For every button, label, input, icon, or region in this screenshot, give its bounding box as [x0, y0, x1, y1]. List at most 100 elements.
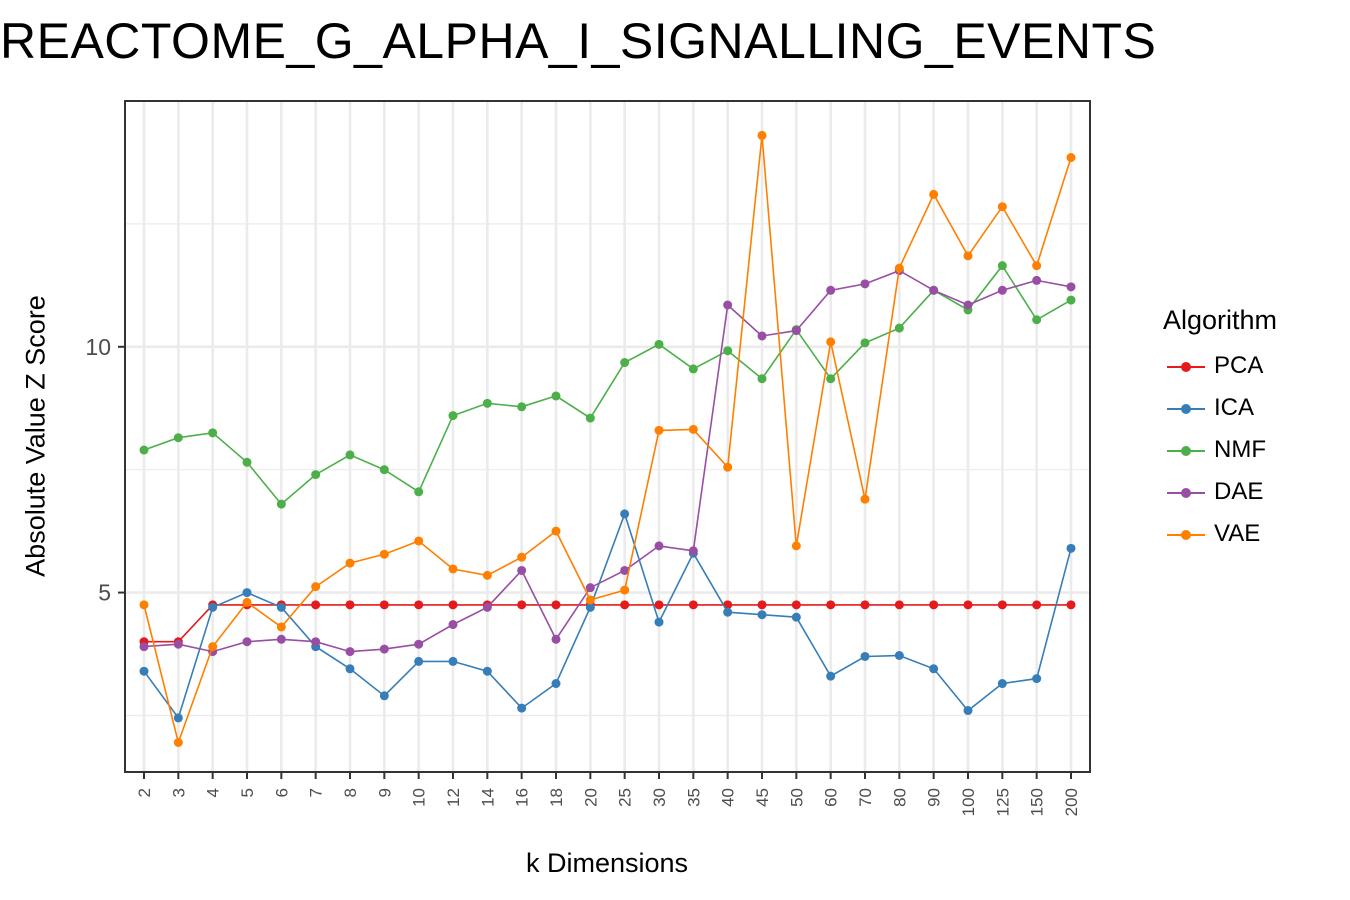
x-tick-label: 80 [890, 788, 909, 807]
data-point-nmf [757, 374, 767, 384]
data-point-dae [585, 583, 595, 593]
x-tick-label: 90 [925, 788, 944, 807]
data-point-vae [551, 526, 561, 536]
data-point-pca [860, 600, 870, 610]
x-tick-label: 8 [341, 788, 360, 797]
data-point-pca [757, 600, 767, 610]
data-point-dae [757, 331, 767, 341]
legend-item-nmf: NMF [1163, 430, 1277, 472]
data-point-dae [345, 647, 355, 657]
data-point-dae [173, 639, 183, 649]
data-point-ica [139, 666, 149, 676]
x-tick-label: 200 [1062, 788, 1081, 816]
x-tick-label: 12 [444, 788, 463, 807]
data-point-ica [1032, 674, 1042, 684]
data-point-pca [688, 600, 698, 610]
data-point-pca [997, 600, 1007, 610]
data-point-nmf [620, 358, 630, 368]
data-point-dae [482, 602, 492, 612]
legend-title: Algorithm [1163, 305, 1278, 335]
data-point-dae [448, 620, 458, 630]
data-point-vae [860, 494, 870, 504]
legend-key [1167, 346, 1207, 388]
legend-key [1167, 388, 1207, 430]
legend-label: VAE [1214, 520, 1261, 547]
legend-dot [1181, 488, 1191, 498]
series-vae [139, 130, 1076, 748]
data-point-ica [208, 602, 218, 612]
data-point-ica [242, 588, 252, 598]
data-point-vae [276, 622, 286, 632]
data-point-nmf [894, 323, 904, 333]
x-axis-label: k Dimensions [525, 848, 689, 878]
data-point-vae [654, 425, 664, 435]
legend-item-pca: PCA [1163, 346, 1277, 388]
data-point-ica [997, 679, 1007, 689]
data-point-vae [345, 558, 355, 568]
data-point-dae [517, 565, 527, 575]
data-point-pca [826, 600, 836, 610]
data-point-pca [517, 600, 527, 610]
legend-key [1167, 430, 1207, 472]
data-point-pca [414, 600, 424, 610]
data-point-ica [551, 679, 561, 689]
series-line-dae [143, 269, 1072, 653]
series-line-nmf [143, 264, 1072, 506]
x-tick-label: 70 [856, 788, 875, 807]
legend-label: NMF [1214, 436, 1266, 463]
legend-dot [1181, 530, 1191, 540]
data-point-pca [1066, 600, 1076, 610]
data-point-pca [345, 600, 355, 610]
x-tick-label: 35 [684, 788, 703, 807]
data-point-ica [963, 706, 973, 716]
data-point-nmf [311, 470, 321, 480]
data-point-vae [997, 202, 1007, 212]
x-tick-label: 9 [375, 788, 394, 797]
data-point-vae [379, 549, 389, 559]
data-point-vae [963, 251, 973, 261]
data-point-vae [929, 189, 939, 199]
data-point-vae [1032, 261, 1042, 271]
data-point-nmf [826, 374, 836, 384]
data-point-pca [448, 600, 458, 610]
x-tick-label: 5 [238, 788, 257, 797]
major-gridlines [125, 101, 1090, 772]
data-point-vae [208, 642, 218, 652]
series-layer [139, 130, 1076, 748]
x-tick-label: 2 [135, 788, 154, 797]
data-point-dae [688, 546, 698, 556]
data-point-vae [311, 582, 321, 592]
legend-dot [1181, 362, 1191, 372]
data-point-dae [276, 634, 286, 644]
x-tick-label: 4 [204, 788, 223, 797]
data-point-vae [688, 424, 698, 434]
data-point-nmf [482, 398, 492, 408]
x-tick-label: 7 [307, 788, 326, 797]
series-line-vae [143, 135, 1072, 746]
series-nmf [139, 261, 1076, 509]
data-point-nmf [517, 402, 527, 412]
data-point-dae [963, 300, 973, 310]
data-point-ica [860, 651, 870, 661]
data-point-nmf [654, 339, 664, 349]
data-point-dae [654, 541, 664, 551]
panel-border [124, 100, 1091, 773]
data-point-vae [620, 585, 630, 595]
data-point-ica [448, 656, 458, 666]
series-dae [139, 266, 1076, 657]
x-tick-label: 10 [410, 788, 429, 807]
data-point-vae [757, 130, 767, 140]
y-tick-label: 10 [85, 334, 111, 360]
data-point-vae [585, 595, 595, 605]
data-point-dae [551, 634, 561, 644]
data-point-ica [826, 671, 836, 681]
data-point-ica [1066, 543, 1076, 553]
data-point-vae [723, 462, 733, 472]
x-tick-label: 50 [787, 788, 806, 807]
data-point-dae [620, 565, 630, 575]
data-point-nmf [208, 428, 218, 438]
data-point-vae [173, 738, 183, 748]
data-point-nmf [585, 413, 595, 423]
data-point-pca [791, 600, 801, 610]
legend-label: PCA [1214, 352, 1264, 379]
